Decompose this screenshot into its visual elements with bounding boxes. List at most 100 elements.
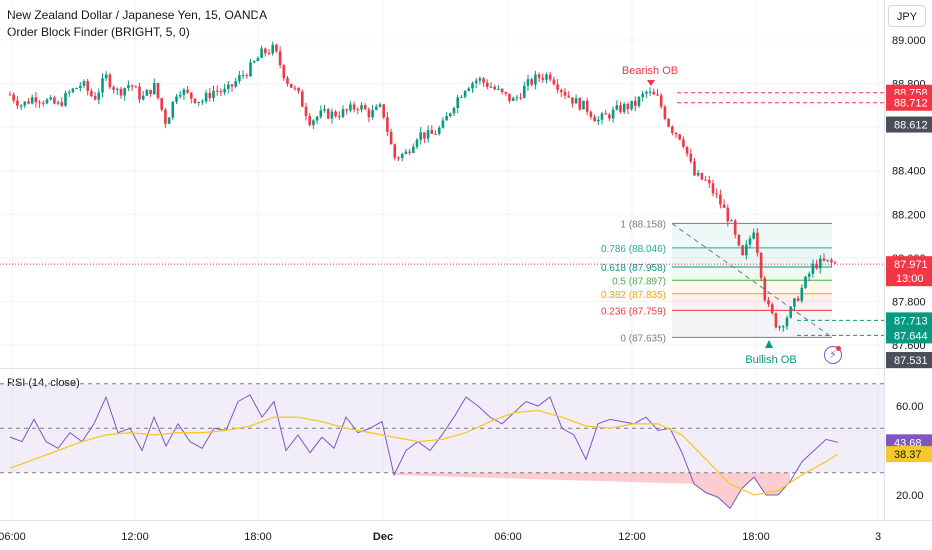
candle-body (400, 153, 404, 159)
candle-body (264, 48, 267, 54)
candle-body (108, 74, 112, 88)
candle-body (256, 57, 260, 62)
bullish-ob-label: Bullish OB (745, 354, 796, 366)
candle-body (652, 91, 656, 95)
candle-body (478, 78, 482, 81)
candle-body (30, 97, 34, 104)
candle-body (833, 262, 837, 264)
rsi-value-box (886, 446, 932, 463)
candle-body (289, 83, 293, 88)
bullish-ob-marker (765, 340, 773, 348)
candle-body (752, 232, 755, 239)
indicator-label[interactable]: Order Block Finder (BRIGHT, 5, 0) (7, 25, 190, 39)
candle-body (204, 92, 208, 102)
candle-body (778, 326, 781, 328)
candle-body (770, 304, 774, 314)
candle-body (123, 88, 126, 96)
bearish-ob-marker (647, 80, 655, 86)
fib-level-label: 0.618 (87.958) (601, 263, 666, 274)
candle-body (378, 104, 382, 107)
candle-body (663, 106, 667, 119)
candle-body (730, 220, 733, 222)
candle-body (585, 100, 589, 112)
drawings: Bearish OB Bullish OB 1 (88.158) 0.786 (88.… (0, 65, 884, 366)
candle-body (367, 109, 371, 118)
candle-body (71, 88, 75, 93)
time-tick-label: 12:00 (121, 531, 149, 543)
candle-body (104, 74, 108, 79)
candle-body (534, 74, 537, 85)
candle-body (397, 157, 400, 159)
candle-body (301, 91, 304, 107)
candle-body (38, 102, 41, 104)
lightning-icon[interactable]: ⚡ (824, 346, 842, 364)
candle-body (671, 126, 674, 133)
candle-body (160, 98, 163, 110)
candle-body (267, 53, 271, 55)
candle-body (560, 89, 563, 92)
price-label-box (886, 94, 932, 111)
rsi-label[interactable]: RSI (14, close) (7, 377, 80, 389)
candle-body (708, 179, 711, 184)
candle-body (404, 151, 408, 154)
price-label-box (886, 312, 932, 329)
candle-body (571, 97, 574, 104)
candle-body (426, 130, 430, 139)
candle-body (741, 245, 744, 256)
candle-body (471, 83, 474, 89)
candle-body (785, 317, 789, 327)
candle-body (449, 113, 452, 116)
candle-body (371, 109, 374, 118)
rsi-tick-label: 20.00 (896, 490, 924, 502)
candle-body (537, 74, 541, 78)
candle-body (452, 108, 456, 114)
candle-body (774, 313, 778, 328)
candle-body (789, 306, 792, 318)
candle-body (615, 105, 619, 110)
candle-body (497, 88, 500, 90)
candle-body (230, 84, 234, 87)
candle-body (349, 104, 352, 111)
candle-body (127, 85, 130, 89)
fib-level-label: 0 (87.635) (620, 333, 666, 344)
candle-body (482, 78, 485, 83)
fib-zone (672, 223, 832, 248)
candle-body (589, 111, 593, 118)
fib-level-label: 0.236 (87.759) (601, 306, 666, 317)
candle-body (197, 101, 200, 104)
candle-body (153, 83, 156, 95)
time-axis: 06:00 12:00 18:00 Dec 06:00 12:00 18:00 3 (0, 531, 881, 543)
time-tick-label: 18:00 (742, 531, 770, 543)
candle-body (682, 139, 685, 147)
candle-body (297, 87, 300, 92)
candle-body (82, 81, 86, 86)
candle-body (193, 98, 197, 104)
price-tick-label: 88.400 (892, 166, 926, 178)
price-label-box (886, 352, 932, 369)
candle-body (423, 132, 426, 139)
candle-body (782, 326, 785, 328)
candle-body (167, 117, 171, 124)
candle-body (604, 113, 607, 115)
candle-body (145, 89, 149, 96)
candle-body (363, 105, 367, 110)
candle-body (304, 106, 308, 116)
candle-body (637, 97, 641, 106)
candle-body (437, 127, 441, 134)
currency-selector[interactable]: JPY (888, 5, 926, 27)
candle-body (101, 78, 104, 93)
candle-body (412, 146, 415, 153)
candle-body (164, 109, 167, 124)
price-label: 88.712 (894, 98, 928, 110)
candle-body (186, 89, 189, 93)
candle-body (275, 44, 278, 52)
price-tick-label: 87.800 (892, 296, 926, 308)
candle-body (93, 96, 97, 100)
candle-body (149, 89, 152, 95)
candle-body (696, 172, 700, 176)
candle-body (630, 100, 633, 110)
price-label-sub: 13:00 (896, 273, 924, 285)
candle-body (526, 79, 530, 86)
candle-body (138, 86, 141, 100)
